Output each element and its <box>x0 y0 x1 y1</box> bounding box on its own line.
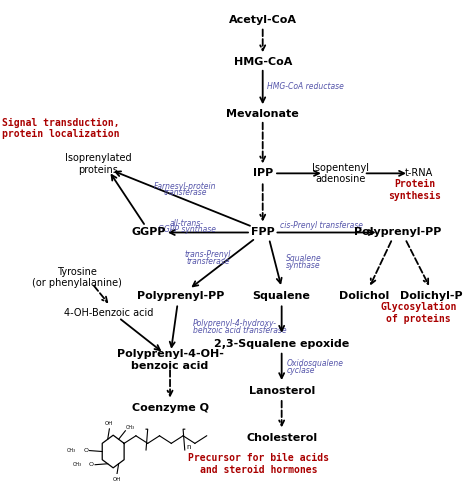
Text: Tyrosine
(or phenylalanine): Tyrosine (or phenylalanine) <box>32 267 122 288</box>
Text: Polyprenyl-4-OH-
benzoic acid: Polyprenyl-4-OH- benzoic acid <box>117 349 223 371</box>
Text: Protein
synthesis: Protein synthesis <box>388 179 441 201</box>
Text: benzoic acid transferase: benzoic acid transferase <box>193 326 287 335</box>
Text: t-RNA: t-RNA <box>404 168 433 178</box>
Text: Precursor for bile acids
and steroid hormones: Precursor for bile acids and steroid hor… <box>188 454 329 475</box>
Text: Polyprenyl-PP: Polyprenyl-PP <box>137 291 224 301</box>
Text: CH₃: CH₃ <box>73 462 82 467</box>
Text: 2,3-Squalene epoxide: 2,3-Squalene epoxide <box>214 339 349 348</box>
Text: Signal transduction,
protein localization: Signal transduction, protein localizatio… <box>2 118 119 139</box>
Text: Mevalonate: Mevalonate <box>226 109 299 119</box>
Text: Coenzyme Q: Coenzyme Q <box>132 402 209 413</box>
Text: Lanosterol: Lanosterol <box>248 386 315 396</box>
Text: Polyprenyl-4-hydroxy-: Polyprenyl-4-hydroxy- <box>193 319 277 328</box>
Text: Isoprenylated
proteins: Isoprenylated proteins <box>65 153 132 174</box>
Text: all-trans-: all-trans- <box>170 218 204 228</box>
Text: Acetyl-CoA: Acetyl-CoA <box>228 14 297 25</box>
Text: Glycosylation
of proteins: Glycosylation of proteins <box>380 302 457 324</box>
Text: Oxidosqualene: Oxidosqualene <box>287 359 344 368</box>
Text: IPP: IPP <box>253 168 273 178</box>
Text: Farnesyl-protein: Farnesyl-protein <box>154 182 216 191</box>
Text: Dolichol: Dolichol <box>338 291 389 301</box>
Text: cis-Prenyl transferase: cis-Prenyl transferase <box>280 221 363 230</box>
Text: Dolichyl-P: Dolichyl-P <box>400 291 463 301</box>
Text: Squalene: Squalene <box>253 291 310 301</box>
Text: O: O <box>83 448 88 453</box>
Text: FPP: FPP <box>251 228 274 238</box>
Text: OH: OH <box>105 421 114 426</box>
Text: cyclase: cyclase <box>287 366 315 375</box>
Text: HMG-CoA: HMG-CoA <box>234 57 292 67</box>
Text: CH₃: CH₃ <box>67 448 76 453</box>
Text: Polyprenyl-PP: Polyprenyl-PP <box>354 228 441 238</box>
Text: Cholesterol: Cholesterol <box>246 433 317 443</box>
Text: Isopentenyl
adenosine: Isopentenyl adenosine <box>312 162 369 184</box>
Text: Squalene: Squalene <box>286 254 322 263</box>
Text: synthase: synthase <box>286 261 320 269</box>
Text: HMG-CoA reductase: HMG-CoA reductase <box>267 82 344 91</box>
Text: n: n <box>186 444 191 450</box>
Text: GGPP synthase: GGPP synthase <box>158 225 216 234</box>
Text: O: O <box>89 462 94 467</box>
Text: trans-Prenyl: trans-Prenyl <box>185 250 231 259</box>
Text: OH: OH <box>113 477 121 482</box>
Text: CH₃: CH₃ <box>126 425 135 430</box>
Text: 4-OH-Benzoic acid: 4-OH-Benzoic acid <box>64 308 154 318</box>
Text: GGPP: GGPP <box>132 228 166 238</box>
Text: transferase: transferase <box>163 188 207 197</box>
Text: transferase: transferase <box>186 257 230 266</box>
